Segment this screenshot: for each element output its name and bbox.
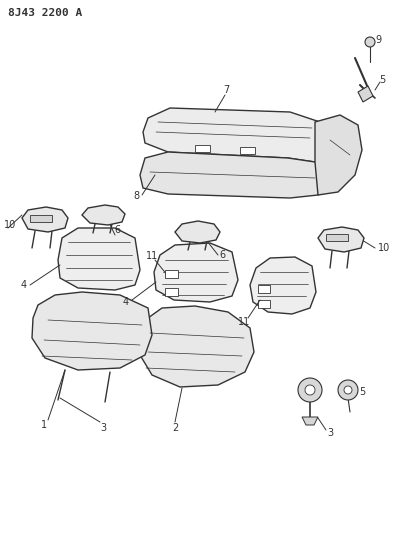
Polygon shape bbox=[32, 292, 151, 370]
Text: 8J43 2200 A: 8J43 2200 A bbox=[8, 8, 82, 18]
Polygon shape bbox=[58, 228, 140, 290]
Polygon shape bbox=[249, 257, 315, 314]
Text: 6: 6 bbox=[114, 225, 120, 235]
Polygon shape bbox=[22, 207, 68, 232]
Polygon shape bbox=[175, 221, 220, 243]
Polygon shape bbox=[82, 205, 125, 225]
Text: 1: 1 bbox=[41, 420, 47, 430]
Polygon shape bbox=[164, 288, 177, 296]
Circle shape bbox=[364, 37, 374, 47]
Circle shape bbox=[304, 385, 314, 395]
Text: 2: 2 bbox=[171, 423, 178, 433]
Polygon shape bbox=[153, 243, 237, 302]
Text: 3: 3 bbox=[326, 428, 332, 438]
Circle shape bbox=[297, 378, 321, 402]
Text: 11: 11 bbox=[145, 251, 158, 261]
Polygon shape bbox=[194, 145, 209, 152]
Polygon shape bbox=[357, 86, 372, 102]
Polygon shape bbox=[140, 306, 254, 387]
Polygon shape bbox=[164, 270, 177, 278]
Text: 11: 11 bbox=[237, 317, 249, 327]
Polygon shape bbox=[325, 234, 347, 241]
Text: 7: 7 bbox=[222, 85, 228, 95]
Polygon shape bbox=[143, 108, 329, 162]
Polygon shape bbox=[301, 417, 317, 425]
Circle shape bbox=[343, 386, 351, 394]
Text: 10: 10 bbox=[377, 243, 389, 253]
Polygon shape bbox=[317, 227, 363, 252]
Text: 5: 5 bbox=[378, 75, 384, 85]
Circle shape bbox=[337, 380, 357, 400]
Text: 4: 4 bbox=[21, 280, 27, 290]
Text: 3: 3 bbox=[100, 423, 106, 433]
Text: 8: 8 bbox=[132, 191, 139, 201]
Polygon shape bbox=[239, 147, 254, 154]
Text: 10: 10 bbox=[4, 220, 16, 230]
Polygon shape bbox=[30, 215, 52, 222]
Polygon shape bbox=[140, 152, 324, 198]
Polygon shape bbox=[257, 285, 269, 293]
Text: 9: 9 bbox=[374, 35, 380, 45]
Text: 4: 4 bbox=[123, 297, 129, 307]
Text: 5: 5 bbox=[358, 387, 364, 397]
Polygon shape bbox=[257, 300, 269, 308]
Text: 6: 6 bbox=[218, 250, 224, 260]
Polygon shape bbox=[314, 115, 361, 195]
